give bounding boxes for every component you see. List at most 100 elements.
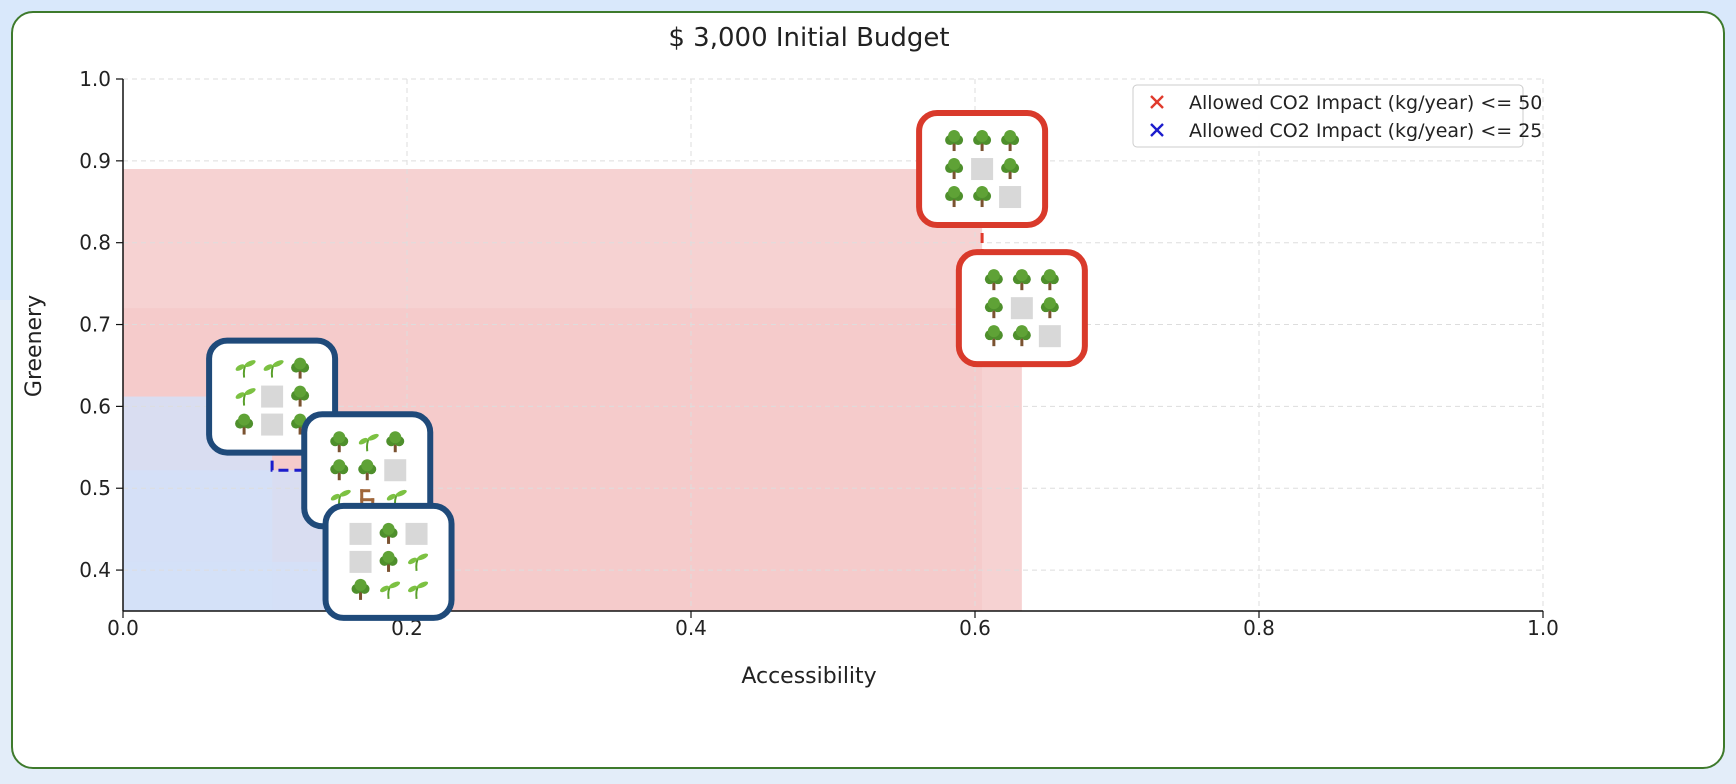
sprout-leaf <box>244 360 256 367</box>
empty-cell <box>349 550 372 573</box>
tree-crown-part <box>1015 325 1028 338</box>
tree-crown-part <box>1015 269 1028 282</box>
y-tick-label: 0.6 <box>79 394 111 418</box>
tree-crown-part <box>333 431 346 444</box>
tree-crown-part <box>333 459 346 472</box>
tree-trunk <box>1008 171 1012 180</box>
sprout-leaf <box>408 557 418 565</box>
solution-markers <box>206 110 1088 621</box>
y-tick-label: 0.9 <box>79 149 111 173</box>
bench-part <box>360 498 375 502</box>
tree-trunk <box>992 310 996 319</box>
sprout-leaf <box>244 388 256 395</box>
tree-trunk <box>1048 310 1052 319</box>
tree-trunk <box>359 591 363 600</box>
layout-marker <box>916 110 1049 229</box>
tree-crown-part <box>294 413 307 426</box>
tree-crown-part <box>987 297 1000 310</box>
y-tick-label: 0.4 <box>79 558 111 582</box>
tree-trunk <box>337 472 341 481</box>
tree-trunk <box>298 426 302 435</box>
chart-title: $ 3,000 Initial Budget <box>668 23 949 53</box>
sprout-leaf <box>389 581 401 589</box>
empty-cell <box>1010 297 1033 320</box>
sprout-leaf <box>358 437 368 445</box>
tree-trunk <box>387 563 391 572</box>
tree-trunk <box>980 199 984 208</box>
x-axis-label: Accessibility <box>741 664 876 689</box>
tree-trunk <box>393 444 397 453</box>
empty-cell <box>1038 325 1061 348</box>
tree-trunk <box>242 426 246 435</box>
empty-cell <box>349 522 372 545</box>
sprout-leaf <box>330 493 340 501</box>
empty-cell <box>384 459 407 482</box>
tree-crown-part <box>1043 269 1056 282</box>
y-tick-label: 1.0 <box>79 67 111 91</box>
layout-marker <box>955 249 1088 368</box>
tree-trunk <box>1020 282 1024 291</box>
sprout-leaf <box>386 493 396 501</box>
tree-crown-part <box>294 385 307 398</box>
tree-crown-part <box>382 522 395 535</box>
tree-trunk <box>337 444 341 453</box>
tree-trunk <box>952 171 956 180</box>
tree-trunk <box>298 370 302 379</box>
bench-part <box>360 489 371 493</box>
legend-label: Allowed CO2 Impact (kg/year) <= 50 <box>1189 92 1542 114</box>
tree-trunk <box>1048 282 1052 291</box>
tree-crown-part <box>294 357 307 370</box>
x-tick-label: 1.0 <box>1527 616 1559 640</box>
legend-x-marker <box>1150 95 1164 109</box>
tree-crown-part <box>1004 130 1017 143</box>
tree-trunk <box>298 398 302 407</box>
y-tick-label: 0.5 <box>79 476 111 500</box>
y-axis-label: Greenery <box>22 295 47 397</box>
tree-trunk <box>992 338 996 347</box>
tree-crown-part <box>354 578 367 591</box>
tree-crown-part <box>987 269 1000 282</box>
tree-crown-part <box>976 186 989 199</box>
empty-cell <box>999 186 1022 209</box>
empty-cell <box>405 522 428 545</box>
sprout-leaf <box>235 392 245 399</box>
empty-cell <box>261 385 284 408</box>
tree-crown-part <box>976 130 989 143</box>
tree-crown-part <box>389 431 402 444</box>
sprout-leaf <box>339 489 351 497</box>
tree-trunk <box>387 535 391 544</box>
sprout-leaf <box>263 364 273 371</box>
tree-crown-part <box>1043 297 1056 310</box>
sprout-leaf <box>367 433 379 441</box>
layout-marker <box>322 502 455 621</box>
tree-crown-part <box>948 186 961 199</box>
sprout-leaf <box>235 364 245 371</box>
tree-crown-part <box>382 550 395 563</box>
empty-cell <box>261 413 284 436</box>
chart-card: $ 3,000 Initial Budget Accessibility Gre… <box>11 11 1725 769</box>
sprout-leaf <box>380 585 390 593</box>
tree-trunk <box>992 282 996 291</box>
tree-crown-part <box>948 158 961 171</box>
axes: 0.0 0.2 0.4 0.6 0.8 1.00.40.50.60.70.80.91.0 <box>79 67 1559 640</box>
tree-crown-part <box>987 325 1000 338</box>
y-tick-label: 0.8 <box>79 231 111 255</box>
x-tick-label: 0.0 <box>107 616 139 640</box>
layout-marker <box>301 411 434 530</box>
pareto-chart: $ 3,000 Initial Budget Accessibility Gre… <box>22 23 1559 689</box>
tree-crown-part <box>948 130 961 143</box>
tree-crown-part <box>361 459 374 472</box>
legend: Allowed CO2 Impact (kg/year) <= 50 Allowe… <box>1132 84 1542 148</box>
tree-trunk <box>1008 143 1012 152</box>
legend-box <box>1132 84 1524 148</box>
legend-label: Allowed CO2 Impact (kg/year) <= 25 <box>1189 120 1542 142</box>
sprout-leaf <box>408 585 418 593</box>
x-tick-label: 0.8 <box>1243 616 1275 640</box>
tree-trunk <box>980 143 984 152</box>
tree-trunk <box>952 143 956 152</box>
tree-trunk <box>1020 338 1024 347</box>
x-tick-label: 0.6 <box>959 616 991 640</box>
sprout-leaf <box>417 553 429 561</box>
sprout-leaf <box>417 581 429 589</box>
x-tick-label: 0.4 <box>675 616 707 640</box>
